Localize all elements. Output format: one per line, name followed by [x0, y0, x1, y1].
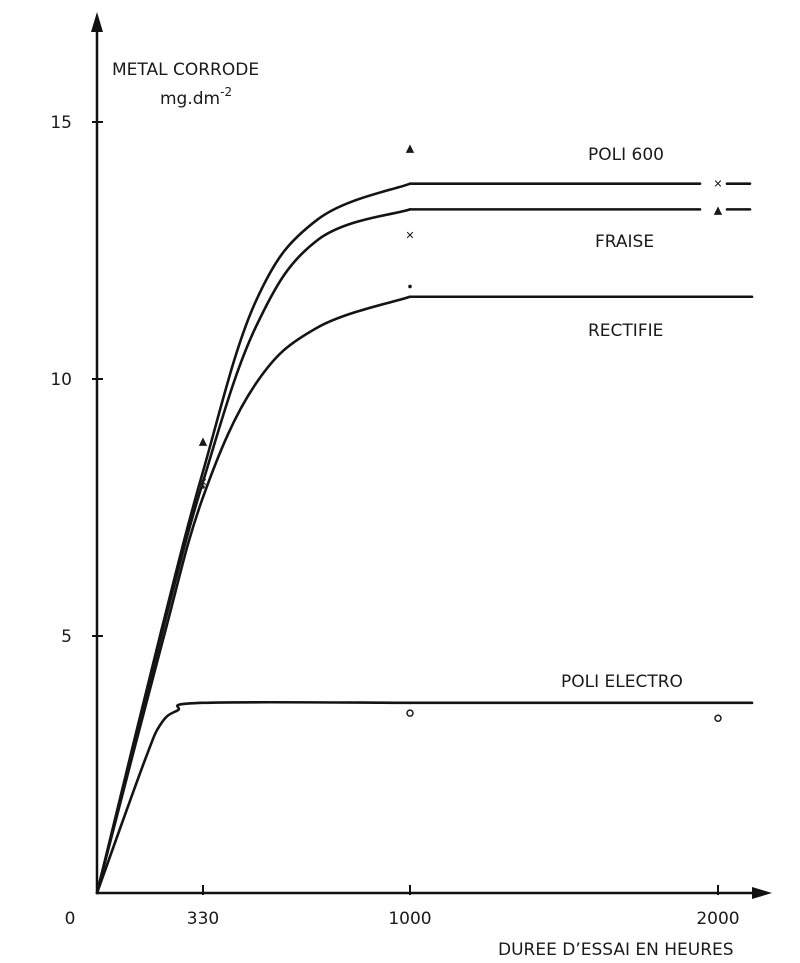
- marker-fraise: ✕: [198, 476, 207, 489]
- series-label-poli-600: POLI 600: [588, 145, 664, 165]
- data-markers: ▲ ▲ ▲ ✕ ✕ ✕: [198, 142, 723, 722]
- axis-tick-labels: 0 330 1000 2000 5 10 15: [50, 113, 739, 929]
- marker-fraise: ✕: [713, 178, 722, 191]
- x-tick-label: 1000: [388, 909, 431, 929]
- axis-ticks: [92, 121, 719, 895]
- x-tick-label: 2000: [696, 909, 739, 929]
- series-label-poli-electro: POLI ELECTRO: [561, 672, 683, 692]
- marker-poli-600: ▲: [406, 142, 415, 155]
- x-axis-arrow: [752, 887, 772, 899]
- marker-rectifie: [408, 284, 412, 289]
- series-curve-poli-600: [95, 182, 412, 895]
- marker-poli-electro: [714, 714, 722, 722]
- y-axis-label: METAL CORRODE: [112, 60, 259, 80]
- marker-poli-electro: [406, 709, 414, 717]
- x-tick-label: 0: [65, 909, 76, 929]
- marker-poli-600: ▲: [714, 203, 723, 216]
- y-axis-unit-exp: -2: [220, 85, 232, 99]
- x-axis-label: DUREE D’ESSAI EN HEURES: [498, 940, 734, 960]
- y-tick-label: 5: [61, 627, 72, 647]
- series-curve-rectifie: [95, 295, 412, 895]
- marker-poli-600: ▲: [199, 435, 208, 448]
- y-axis-unit-base: mg.dm: [160, 89, 220, 109]
- marker-rectifie: [201, 485, 205, 489]
- y-tick-label: 10: [50, 370, 72, 390]
- x-tick-label: 330: [187, 909, 219, 929]
- series-label-fraise: FRAISE: [595, 232, 654, 252]
- series-labels: POLI 600 FRAISE RECTIFIE POLI ELECTRO: [561, 145, 683, 692]
- y-axis-unit: mg.dm-2: [160, 85, 232, 109]
- series-curves: [95, 182, 754, 895]
- series-label-rectifie: RECTIFIE: [588, 321, 663, 341]
- marker-fraise: ✕: [405, 229, 414, 242]
- y-tick-label: 15: [50, 113, 72, 133]
- series-curve-fraise: [95, 208, 412, 895]
- series-curve-poli-electro: [95, 700, 412, 895]
- y-axis-arrow: [91, 12, 103, 32]
